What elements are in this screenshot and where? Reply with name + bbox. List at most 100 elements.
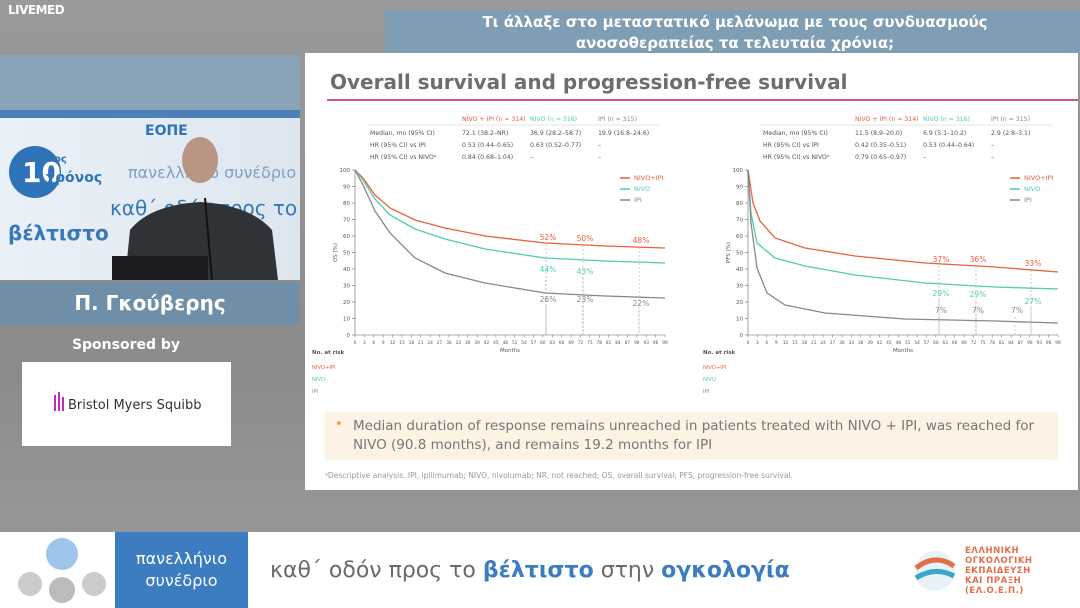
x-tick-label: 0 (354, 340, 357, 346)
x-tick-label: 33 (849, 340, 855, 346)
rate-label: 50% (577, 234, 594, 243)
x-tick-label: 3 (363, 340, 366, 346)
tagline-part: βέλτιστο (482, 558, 594, 583)
at-risk-group: NIVO (703, 377, 716, 383)
legend-label: IPI (1024, 196, 1032, 204)
sponsor-logo-art: Bristol Myers Squibb (54, 392, 201, 413)
curve-nivo-ipi-os (354, 169, 666, 249)
x-tick-label: 12 (390, 340, 396, 346)
x-tick-label: 42 (877, 340, 883, 346)
y-tick-label: 30 (343, 284, 350, 290)
x-tick-label: 90 (1027, 340, 1033, 346)
km-curves (354, 169, 1059, 324)
x-tick-label: 3 (756, 340, 759, 346)
y-tick-label: 20 (736, 300, 743, 306)
x-tick-label: 6 (372, 340, 375, 346)
x-tick-label: 6 (765, 340, 768, 346)
decor (18, 572, 42, 596)
x-tick-label: 24 (427, 340, 433, 346)
rate-label: 48% (633, 236, 650, 245)
x-tick-label: 96 (1046, 340, 1052, 346)
x-tick-label: 72 (971, 340, 977, 346)
x-tick-label: 57 (924, 340, 930, 346)
x-tick-label: 78 (597, 340, 603, 346)
y-tick-label: 0 (347, 333, 351, 339)
x-tick-label: 33 (456, 340, 462, 346)
x-tick-label: 90 (634, 340, 640, 346)
footnote: ᵃDescriptive analysis. IPI, ipilimumab; … (325, 471, 793, 480)
y-tick-label: 30 (736, 284, 743, 290)
y-tick-label: 80 (736, 201, 743, 207)
table-cell: 0.84 (0.68–1.04) (462, 154, 513, 161)
x-tick-label: 48 (503, 340, 509, 346)
x-tick-label: 66 (952, 340, 958, 346)
org-emblem (914, 551, 956, 591)
speaker-name: Π. Γκούβερης (0, 282, 300, 324)
table-row-label: HR (95% CI) vs IPI (370, 142, 426, 149)
curve-nivo-ipi-pfs (747, 169, 1059, 273)
backdrop-decor: βέλτιστο (8, 221, 109, 245)
table-row-label: HR (95% CI) vs NIVOᵃ (370, 154, 437, 161)
x-tick-label: 36 (465, 340, 471, 346)
x-tick-label: 72 (578, 340, 584, 346)
legend-label: NIVO (1024, 185, 1040, 193)
rate-label: 7% (1011, 306, 1023, 315)
banner-box: πανελλήνιο συνέδριο (115, 532, 248, 608)
tagline-part: ογκολογία (661, 558, 790, 583)
x-axis-label: Months (893, 348, 913, 354)
badge-suffix: ος (54, 154, 67, 165)
decor (0, 110, 300, 118)
table-header: NIVO + IPI (n = 314) (462, 116, 526, 123)
org-line: ΚΑΙ ΠΡΑΞΗ (965, 576, 1022, 586)
x-tick-label: 30 (839, 340, 845, 346)
table-cell: – (991, 154, 994, 161)
y-tick-label: 60 (343, 234, 350, 240)
decor (914, 557, 956, 571)
decor (82, 572, 106, 596)
at-risk-title: No. at risk (312, 350, 345, 356)
decor (49, 577, 75, 603)
video-frame: 10 ος χρόνος ΕΟΠΕ πανελλήνιο συνέδριο κα… (0, 110, 300, 280)
legend-label: IPI (634, 196, 642, 204)
x-tick-label: 45 (886, 340, 892, 346)
rate-label: 23% (577, 295, 594, 304)
rate-label: 26% (540, 295, 557, 304)
org-line: ΕΛΛΗΝΙΚΗ (965, 546, 1020, 556)
x-tick-label: 69 (961, 340, 967, 346)
rate-label: 7% (972, 306, 984, 315)
header-title: Τι άλλαξε στο μεταστατικό μελάνωμα με το… (390, 12, 1080, 54)
x-tick-label: 60 (540, 340, 546, 346)
curve-ipi-os (354, 169, 666, 299)
rate-label: 43% (577, 267, 594, 276)
sponsor-glyph (54, 392, 64, 411)
x-tick-label: 51 (512, 340, 518, 346)
y-tick-label: 100 (340, 168, 351, 174)
rate-label: 36% (970, 255, 987, 264)
callout-text: Median duration of response remains unre… (353, 418, 1035, 453)
x-tick-label: 21 (811, 340, 817, 346)
x-tick-label: 48 (896, 340, 902, 346)
table-header: IPI (n = 315) (598, 116, 637, 123)
org-line: ΕΚΠΑΙΔΕΥΣΗ (965, 566, 1031, 576)
x-tick-label: 0 (747, 340, 750, 346)
speaker-video: 10 ος χρόνος ΕΟΠΕ πανελλήνιο συνέδριο κα… (0, 110, 300, 280)
x-tick-label: 81 (999, 340, 1005, 346)
curve-ipi-pfs (747, 169, 1059, 324)
x-tick-label: 54 (521, 340, 527, 346)
x-tick-label: 87 (625, 340, 631, 346)
y-tick-label: 60 (736, 234, 743, 240)
org-line: ΟΓΚΟΛΟΓΙΚΗ (965, 556, 1033, 566)
badge-word: χρόνος (46, 170, 102, 186)
decor-stripe (0, 55, 300, 110)
sponsor-logo: Bristol Myers Squibb (22, 362, 231, 446)
table-header: NIVO + IPI (n = 314) (855, 116, 919, 123)
table-row-label: Median, mo (95% CI) (370, 130, 435, 137)
table-cell: 6.9 (5.1–10.2) (923, 130, 966, 137)
tagline-part: στην (600, 558, 655, 583)
y-tick-label: 100 (733, 168, 744, 174)
at-risk-group: NIVO (312, 377, 325, 383)
org-logo: ΕΟΠΕ (145, 123, 188, 139)
x-tick-label: 39 (474, 340, 480, 346)
table-cell: 72.1 (38.2–NR) (462, 130, 508, 137)
